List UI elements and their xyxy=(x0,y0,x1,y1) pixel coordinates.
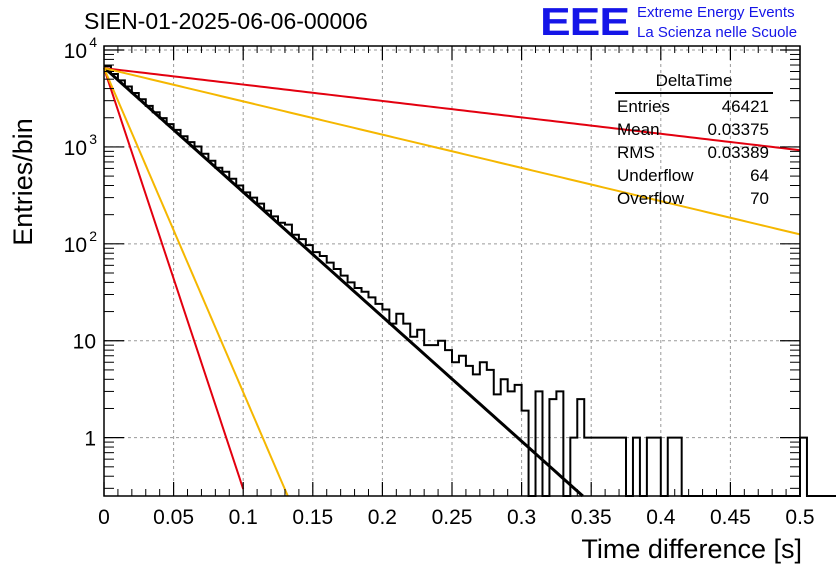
stats-value: 70 xyxy=(750,189,769,208)
stats-label: Entries xyxy=(617,97,670,116)
stats-row: Entries 46421 xyxy=(611,95,773,118)
stats-label: Overflow xyxy=(617,189,685,208)
curve-orange-slow xyxy=(103,67,801,236)
y-tick-label: 10 xyxy=(64,137,87,160)
y-tick-exponent: 3 xyxy=(89,131,97,147)
x-tick-label: 0 xyxy=(98,506,110,529)
histogram-outline xyxy=(104,65,836,497)
histogram xyxy=(104,65,836,497)
x-tick-label: 0.35 xyxy=(571,506,612,529)
stats-value: 64 xyxy=(750,166,769,185)
y-tick-label: 10 xyxy=(64,40,87,63)
y-tick-exponent: 2 xyxy=(89,228,97,244)
logo-line-1: Extreme Energy Events xyxy=(637,4,795,21)
x-tick-label: 0.1 xyxy=(229,506,258,529)
logo-line-2: La Scienza nelle Scuole xyxy=(637,24,798,41)
x-tick-label: 0.3 xyxy=(507,506,536,529)
stats-row: Overflow 70 xyxy=(611,187,773,210)
eee-logo: EEE xyxy=(540,0,630,44)
stats-value: 0.03389 xyxy=(707,143,769,162)
y-tick-label: 10 xyxy=(64,234,87,257)
y-axis-label: Entries/bin xyxy=(8,118,38,246)
stats-row: RMS 0.03389 xyxy=(611,141,773,164)
x-tick-label: 0.5 xyxy=(785,506,814,529)
x-tick-label: 0.05 xyxy=(153,506,194,529)
curve-red-slow xyxy=(103,67,801,152)
x-axis-label: Time difference [s] xyxy=(581,534,802,564)
x-tick-label: 0.45 xyxy=(710,506,751,529)
chart-title: SIEN-01-2025-06-06-00006 xyxy=(84,8,368,34)
x-tick-label: 0.25 xyxy=(432,506,473,529)
y-tick-exponent: 4 xyxy=(89,34,97,50)
stats-label: RMS xyxy=(617,143,655,162)
x-tick-label: 0.15 xyxy=(292,506,333,529)
axes: 0 0.05 0.1 0.15 0.2 0.25 0.3 0.35 0.4 0.45 0.5 1 10 1… xyxy=(64,34,815,529)
y-tick-label: 1 xyxy=(84,428,96,451)
stats-label: Mean xyxy=(617,120,660,139)
fit-curves xyxy=(102,66,801,498)
x-tick-label: 0.4 xyxy=(646,506,676,529)
stats-row: Underflow 64 xyxy=(611,164,773,187)
stats-value: 46421 xyxy=(721,97,769,116)
stats-row: Mean 0.03375 xyxy=(611,118,773,141)
stats-value: 0.03375 xyxy=(707,120,769,139)
stats-box: DeltaTime Entries 46421 Mean 0.03375 RMS… xyxy=(611,71,773,210)
stats-title: DeltaTime xyxy=(615,71,773,94)
x-tick-label: 0.2 xyxy=(368,506,397,529)
y-tick-label: 10 xyxy=(73,331,96,354)
stats-label: Underflow xyxy=(617,166,694,185)
curve-red-fast xyxy=(103,67,245,490)
curve-orange-fast xyxy=(103,67,289,497)
curve-fit xyxy=(102,66,584,498)
